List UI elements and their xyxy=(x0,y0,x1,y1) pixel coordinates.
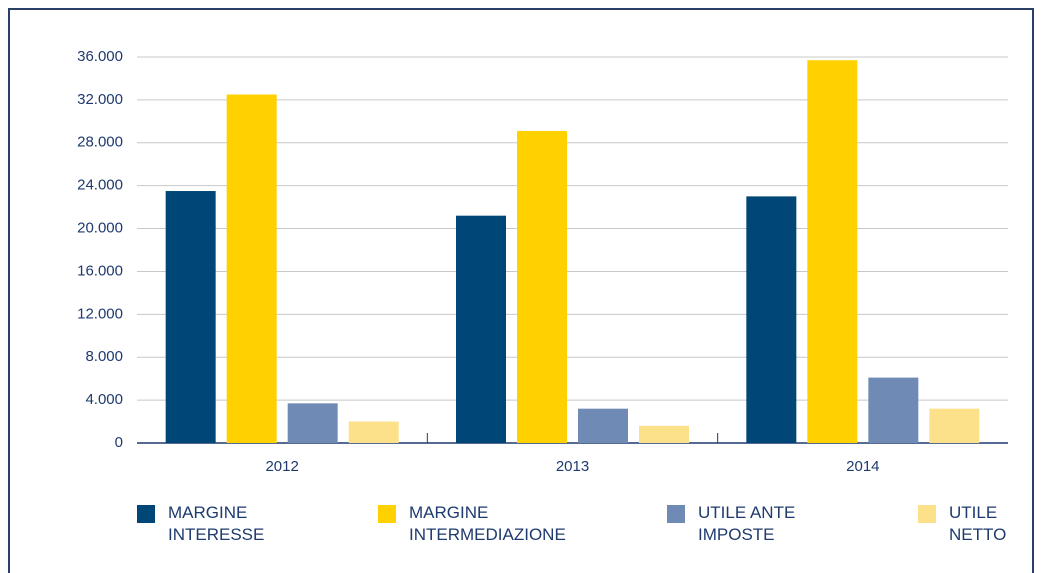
x-tick-label: 2014 xyxy=(846,458,879,475)
y-tick-label: 32.000 xyxy=(77,91,123,108)
bar xyxy=(639,425,689,443)
legend-label: UTILE ANTE IMPOSTE xyxy=(698,503,796,544)
legend-swatch xyxy=(137,505,155,523)
bar xyxy=(456,215,506,443)
y-tick-label: 12.000 xyxy=(77,305,123,322)
legend-swatch xyxy=(918,505,936,523)
bar xyxy=(287,403,338,443)
bar xyxy=(517,130,567,443)
y-tick-label: 28.000 xyxy=(77,134,123,151)
y-tick-label: 4.000 xyxy=(85,391,123,408)
y-tick-label: 20.000 xyxy=(77,220,123,237)
bar xyxy=(807,60,858,443)
bar xyxy=(165,191,216,443)
x-tick-label: 2012 xyxy=(265,458,298,475)
legend-label: MARGINE INTERESSE xyxy=(168,503,265,544)
x-tick-label: 2013 xyxy=(556,458,589,475)
y-tick-label: 36.000 xyxy=(77,48,123,65)
bar xyxy=(348,421,399,443)
bar xyxy=(929,408,980,443)
legend-swatch xyxy=(667,505,685,523)
bar xyxy=(578,408,628,443)
legend-label: MARGINE INTERMEDIAZIONE xyxy=(409,503,566,544)
bar xyxy=(226,94,277,444)
y-tick-label: 16.000 xyxy=(77,262,123,279)
bar xyxy=(746,196,797,443)
legend-label: UTILE NETTO xyxy=(949,503,1007,544)
frame xyxy=(8,8,1034,573)
bar xyxy=(868,377,919,443)
y-tick-label: 0 xyxy=(115,434,123,451)
y-tick-label: 24.000 xyxy=(77,177,123,194)
y-tick-label: 8.000 xyxy=(85,348,123,365)
legend-swatch xyxy=(378,505,396,523)
